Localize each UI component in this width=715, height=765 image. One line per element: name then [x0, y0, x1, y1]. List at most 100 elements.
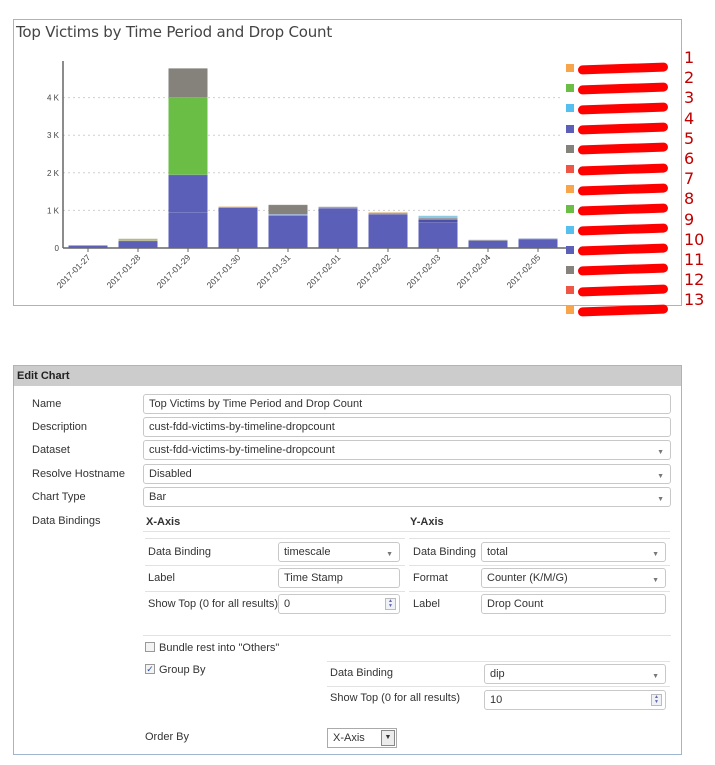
legend-item[interactable]: [redacted] [566, 179, 678, 199]
divider [145, 538, 405, 539]
legend-annotation-number: 1 [684, 48, 695, 67]
legend-item[interactable]: [redacted] [566, 119, 678, 139]
x-tick-label: 2017-01-30 [205, 252, 243, 290]
x-show-top-input[interactable]: 0 ▲ ▼ [278, 594, 400, 614]
legend-swatch [566, 104, 574, 113]
legend-item[interactable]: [redacted] [566, 58, 678, 78]
edit-chart-panel: Edit Chart Name Top Victims by Time Peri… [13, 365, 682, 755]
edit-chart-header: Edit Chart [14, 366, 681, 386]
group-show-top-label: Show Top (0 for all results) [330, 692, 461, 704]
group-data-binding-label: Data Binding [330, 667, 393, 679]
chart-type-select[interactable]: Bar ▼ [143, 487, 671, 507]
y-data-binding-select[interactable]: total ▼ [481, 542, 666, 562]
legend-item[interactable]: [redacted] [566, 240, 678, 260]
x-label-value: Time Stamp [284, 572, 343, 584]
chevron-down-icon: ▼ [381, 730, 395, 746]
legend-annotation-number: 12 [684, 270, 705, 290]
y-tick-label: 2 K [47, 169, 60, 178]
legend-label-redacted: [redacted] [577, 223, 669, 236]
chart-title: Top Victims by Time Period and Drop Coun… [16, 23, 333, 41]
legend-label-redacted: [redacted] [577, 62, 669, 75]
dataset-select[interactable]: cust-fdd-victims-by-timeline-dropcount ▼ [143, 440, 671, 460]
order-by-label: Order By [145, 731, 190, 743]
legend-swatch [566, 225, 574, 234]
bar-2017-02-04[interactable] [468, 239, 508, 248]
legend-item[interactable]: [redacted] [566, 139, 678, 159]
bar-2017-01-29[interactable] [168, 67, 208, 248]
x-tick-label: 2017-02-01 [305, 252, 343, 290]
x-tick-label: 2017-02-04 [455, 252, 493, 290]
legend-item[interactable]: [redacted] [566, 300, 678, 320]
group-show-top-input[interactable]: 10 ▲ ▼ [484, 690, 666, 710]
description-input[interactable]: cust-fdd-victims-by-timeline-dropcount [143, 417, 671, 437]
resolve-hostname-select[interactable]: Disabled ▼ [143, 464, 671, 484]
bar-2017-02-02[interactable] [368, 211, 408, 248]
name-label: Name [32, 398, 62, 410]
legend-swatch [566, 185, 574, 194]
x-tick-label: 2017-02-05 [505, 252, 543, 290]
bar-2017-01-28[interactable] [118, 238, 158, 248]
legend-item[interactable]: [redacted] [566, 280, 678, 300]
divider [327, 661, 670, 662]
order-by-select[interactable]: X-Axis ▼ [327, 728, 397, 748]
legend-annotation-number: 7 [684, 169, 695, 189]
legend-item[interactable]: [redacted] [566, 199, 678, 219]
name-input[interactable]: Top Victims by Time Period and Drop Coun… [143, 394, 671, 414]
bar-2017-01-31[interactable] [268, 204, 308, 248]
legend-label-redacted: [redacted] [577, 142, 669, 155]
bar-2017-01-30[interactable] [218, 205, 258, 248]
divider [405, 531, 670, 532]
x-data-binding-select[interactable]: timescale ▼ [278, 542, 400, 562]
y-tick-label: 4 K [47, 94, 60, 103]
bundle-others-label: Bundle rest into "Others" [159, 642, 280, 654]
x-tick-label: 2017-01-29 [155, 252, 193, 290]
legend-annotation-number: 10 [684, 229, 705, 249]
legend-annotation-number: 2 [684, 68, 695, 88]
group-data-binding-select[interactable]: dip ▼ [484, 664, 666, 684]
legend-item[interactable]: [redacted] [566, 98, 678, 118]
divider [409, 538, 670, 539]
order-by-value: X-Axis [333, 732, 365, 744]
dataset-label: Dataset [32, 444, 70, 456]
legend-item[interactable]: [redacted] [566, 220, 678, 240]
chart-panel: Top Victims by Time Period and Drop Coun… [13, 19, 682, 317]
bar-2017-02-03[interactable] [418, 215, 458, 248]
y-axis-title: Y-Axis [410, 516, 444, 528]
chevron-down-icon: ▼ [386, 551, 393, 558]
legend-item[interactable]: [redacted] [566, 159, 678, 179]
chevron-down-icon: ▼ [657, 449, 664, 456]
legend-swatch [566, 64, 574, 73]
divider [145, 565, 405, 566]
bundle-others-checkbox[interactable] [145, 642, 155, 652]
legend-annotation-number: 11 [684, 249, 705, 269]
bar-2017-01-27[interactable] [68, 244, 108, 248]
legend-swatch [566, 84, 574, 93]
chart-type-label: Chart Type [32, 491, 86, 503]
spinner-icon[interactable]: ▲ ▼ [385, 598, 396, 610]
x-label-input[interactable]: Time Stamp [278, 568, 400, 588]
legend-annotation-number: 5 [684, 128, 695, 148]
group-data-binding-value: dip [490, 668, 505, 680]
group-by-checkbox[interactable]: ✓ [145, 664, 155, 674]
bar-2017-02-05[interactable] [518, 237, 558, 248]
legend-label-redacted: [redacted] [577, 82, 669, 95]
y-tick-label: 1 K [47, 206, 60, 215]
legend-swatch [566, 245, 574, 254]
y-format-select[interactable]: Counter (K/M/G) ▼ [481, 568, 666, 588]
spinner-icon[interactable]: ▲ ▼ [651, 694, 662, 706]
dataset-select-value: cust-fdd-victims-by-timeline-dropcount [149, 444, 335, 456]
chevron-down-icon: ▼ [652, 673, 659, 680]
legend-label-redacted: [redacted] [577, 263, 669, 277]
bar-2017-02-01[interactable] [318, 206, 358, 248]
x-tick-label: 2017-01-28 [105, 252, 143, 290]
description-label: Description [32, 421, 88, 433]
legend-item[interactable]: [redacted] [566, 260, 678, 280]
y-tick-label: 0 [55, 244, 60, 253]
legend-annotation-number: 9 [684, 209, 695, 229]
chevron-down-icon: ▼ [657, 473, 664, 480]
legend-item[interactable]: [redacted] [566, 78, 678, 98]
group-show-top-value: 10 [490, 694, 503, 706]
divider [143, 635, 671, 636]
y-format-value: Counter (K/M/G) [487, 572, 568, 584]
y-label-input[interactable]: Drop Count [481, 594, 666, 614]
